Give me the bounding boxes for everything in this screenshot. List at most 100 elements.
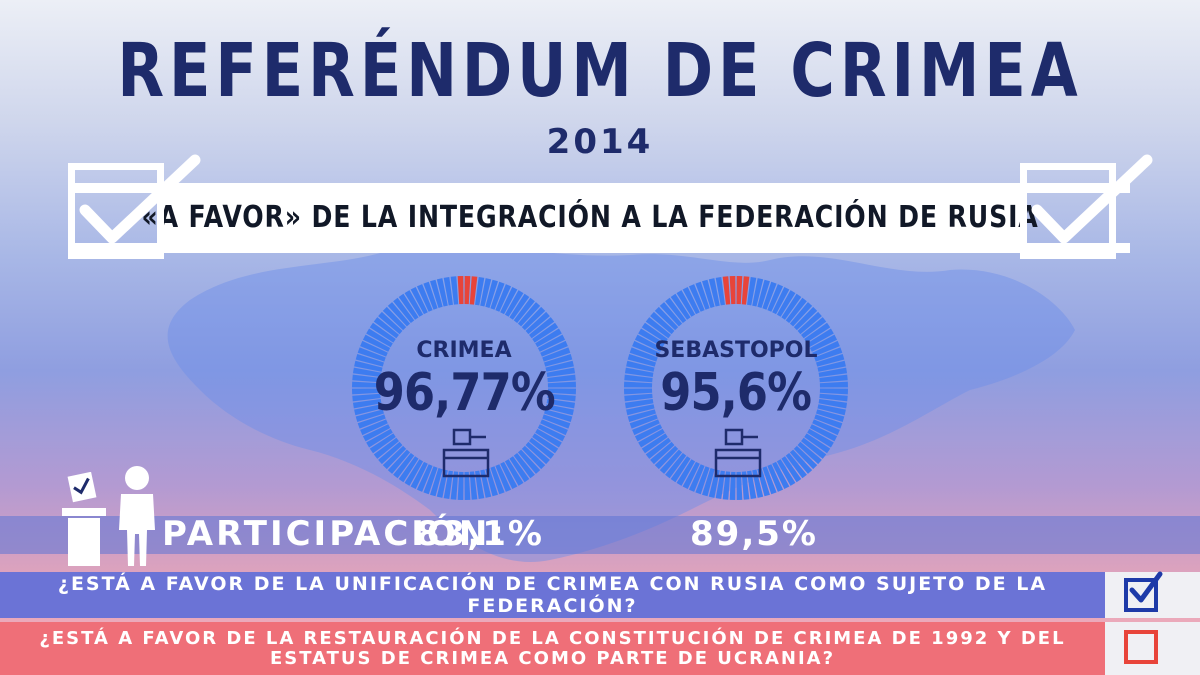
check-icon xyxy=(1129,571,1163,603)
donut-segment-favor xyxy=(525,441,550,465)
donut-segment-favor xyxy=(475,470,485,500)
participation-band xyxy=(0,516,1200,554)
participation-label: PARTICIPACIÓN: xyxy=(162,514,507,554)
donut-segment-favor xyxy=(807,428,834,448)
check-icon xyxy=(79,154,201,244)
donut-segment-favor xyxy=(480,278,492,307)
donut-segment-favor xyxy=(819,388,848,395)
donut-segment-favor xyxy=(797,311,822,335)
donut-segment-favor xyxy=(812,340,840,357)
donut-segment-favor xyxy=(638,428,665,448)
donut-segment-favor xyxy=(352,374,381,383)
donut-segment-favor xyxy=(542,347,571,362)
donut-segment-favor xyxy=(818,367,848,377)
donut-segment-favor xyxy=(722,471,731,500)
donut-segment-against xyxy=(736,276,743,305)
ballot-box-icon xyxy=(714,428,762,478)
donut-segment-favor xyxy=(352,399,382,409)
donut-segment-favor xyxy=(629,347,658,362)
donut-segment-favor xyxy=(627,409,656,422)
donut-segment-favor xyxy=(650,441,675,465)
donut-segment-favor xyxy=(729,471,736,500)
donut-segment-favor xyxy=(366,328,393,348)
donut-segment-favor xyxy=(627,354,656,367)
donut-segment-favor xyxy=(357,414,386,429)
donut-segment-favor xyxy=(354,404,383,416)
donut-segment-favor xyxy=(398,456,419,483)
donut-segment-favor xyxy=(357,347,386,362)
donut-segment-favor xyxy=(469,471,478,500)
donut-segment-favor xyxy=(495,464,512,492)
donut-segment-favor xyxy=(634,334,663,352)
donut-segment-favor xyxy=(785,297,807,323)
donut-segment-favor xyxy=(676,290,696,317)
participation-sebastopol: 89,5% xyxy=(690,514,818,554)
donut-segment-favor xyxy=(781,293,802,320)
donut-segment-favor xyxy=(809,424,838,442)
donut-segment-favor xyxy=(430,279,443,308)
donut-segment-favor xyxy=(378,311,403,335)
donut-segment-favor xyxy=(352,393,381,402)
donut-segment-favor xyxy=(814,347,843,362)
question-1: ¿ESTÁ A FAVOR DE LA UNIFICACIÓN DE CRIME… xyxy=(0,572,1105,618)
donut-segment-favor xyxy=(801,317,827,339)
donut-segment-against xyxy=(741,276,750,305)
donut-segment-favor xyxy=(547,381,576,388)
donut-segment-favor xyxy=(804,322,831,343)
donut-segment-favor xyxy=(352,388,381,395)
donut-segment-favor xyxy=(387,302,411,327)
donut-segment-favor xyxy=(544,354,573,367)
donut-segment-favor xyxy=(772,286,790,315)
donut-segment-favor xyxy=(682,286,700,315)
donut-segment-favor xyxy=(632,340,660,357)
donut-segment-favor xyxy=(801,437,827,459)
donut-segment-favor xyxy=(781,456,802,483)
donut-segment-favor xyxy=(793,445,818,470)
donut-segment-favor xyxy=(352,367,382,377)
donut-segment-favor xyxy=(676,459,696,486)
donut-segment-favor xyxy=(659,449,683,474)
donut-segment-favor xyxy=(695,281,710,310)
donut-segment-favor xyxy=(490,466,505,495)
donut-segment-favor xyxy=(819,374,848,383)
donut-segment-favor xyxy=(362,424,391,442)
donut-segment-favor xyxy=(537,334,566,352)
donut-segment-favor xyxy=(513,297,535,323)
donut-segment-favor xyxy=(521,306,546,331)
region-percent: 95,6% xyxy=(616,363,856,423)
donut-segment-favor xyxy=(500,461,518,490)
donut-segment-favor xyxy=(464,471,471,500)
donut-segment-favor xyxy=(715,276,725,306)
donut-segment-favor xyxy=(629,414,658,429)
donut-segment-favor xyxy=(450,276,459,305)
donut-segment-favor xyxy=(532,433,559,454)
donut-segment-favor xyxy=(404,290,424,317)
donut-segment-favor xyxy=(355,354,384,367)
right-check-box xyxy=(1020,163,1116,259)
donut-segment-favor xyxy=(529,317,555,339)
donut-segment-favor xyxy=(688,464,705,492)
donut-segment-favor xyxy=(817,404,846,416)
donut-segment-favor xyxy=(641,322,668,343)
donut-segment-favor xyxy=(355,409,384,422)
donut-segment-favor xyxy=(772,461,790,490)
participation-crimea: 83,1% xyxy=(416,514,544,554)
donut-segment-favor xyxy=(752,278,764,307)
donut-segment-favor xyxy=(436,278,448,307)
donut-segment-favor xyxy=(450,471,459,500)
donut-segment-against xyxy=(722,276,731,305)
donut-segment-favor xyxy=(624,388,653,395)
donut-sebastopol xyxy=(624,276,848,500)
donut-segment-favor xyxy=(542,414,571,429)
donut-segment-favor xyxy=(504,459,524,486)
donut-segment-favor xyxy=(540,340,568,357)
donut-segment-favor xyxy=(485,279,498,308)
donut-segment-favor xyxy=(430,468,443,497)
donut-segment-favor xyxy=(632,419,660,436)
donut-segment-favor xyxy=(654,306,679,331)
donut-segment-favor xyxy=(532,322,559,343)
donut-segment-favor xyxy=(776,459,796,486)
left-check-box xyxy=(68,163,164,259)
donut-segment-favor xyxy=(535,428,562,448)
donut-segment-favor xyxy=(645,437,671,459)
